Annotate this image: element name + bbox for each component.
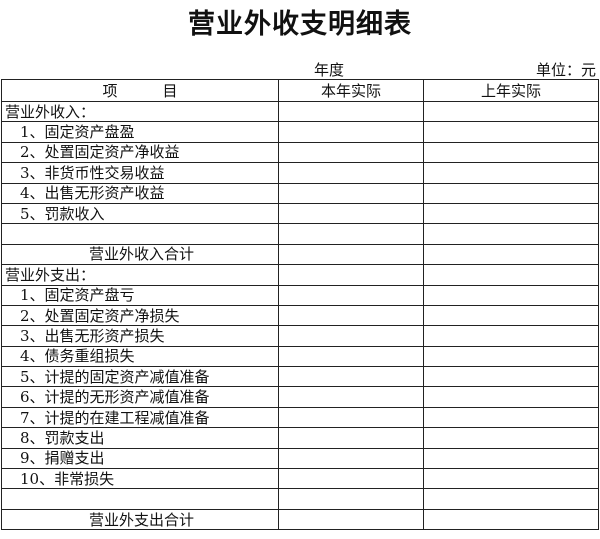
row-label bbox=[1, 488, 279, 510]
table-row: 营业外收入合计 bbox=[1, 243, 599, 266]
page-title: 营业外收支明细表 bbox=[188, 9, 412, 40]
year-label: 年度 bbox=[314, 61, 345, 79]
row-label: 营业外支出合计 bbox=[1, 508, 279, 531]
current-year-cell[interactable] bbox=[278, 141, 424, 164]
header-item: 项 目 bbox=[1, 79, 279, 102]
header-previous-year: 上年实际 bbox=[423, 79, 599, 102]
row-label: 1、固定资产盘亏 bbox=[1, 284, 279, 306]
row-label: 2、处置固定资产净收益 bbox=[1, 141, 279, 164]
row-label: 4、债务重组损失 bbox=[1, 345, 279, 368]
current-year-cell[interactable] bbox=[278, 121, 424, 143]
table-row: 3、出售无形资产损失 bbox=[1, 325, 599, 347]
current-year-cell[interactable] bbox=[278, 468, 424, 490]
row-label: 5、计提的固定资产减值准备 bbox=[1, 366, 279, 388]
table-row: 10、非常损失 bbox=[1, 468, 599, 490]
table-row: 营业外收入： bbox=[1, 100, 599, 123]
header-current-year: 本年实际 bbox=[278, 79, 424, 102]
current-year-cell[interactable] bbox=[278, 427, 424, 449]
row-label: 3、非货币性交易收益 bbox=[1, 162, 279, 184]
header-row: 项 目 本年实际 上年实际 bbox=[1, 79, 599, 102]
current-year-cell[interactable] bbox=[278, 325, 424, 347]
table-row: 2、处置固定资产净收益 bbox=[1, 141, 599, 164]
previous-year-cell[interactable] bbox=[423, 325, 599, 347]
previous-year-cell[interactable] bbox=[423, 468, 599, 490]
table-row: 营业外支出合计 bbox=[1, 508, 599, 531]
current-year-cell[interactable] bbox=[278, 406, 424, 429]
current-year-cell[interactable] bbox=[278, 202, 424, 225]
unit-label: 单位：元 bbox=[535, 61, 596, 79]
row-label: 4、出售无形资产收益 bbox=[1, 182, 279, 204]
table-row: 5、罚款收入 bbox=[1, 202, 599, 225]
previous-year-cell[interactable] bbox=[423, 121, 599, 143]
current-year-cell[interactable] bbox=[278, 162, 424, 184]
row-label: 7、计提的在建工程减值准备 bbox=[1, 406, 279, 429]
row-label: 营业外收入： bbox=[1, 100, 279, 123]
table-row: 9、捐赠支出 bbox=[1, 447, 599, 470]
table-row: 5、计提的固定资产减值准备 bbox=[1, 366, 599, 388]
previous-year-cell[interactable] bbox=[423, 345, 599, 368]
row-label: 10、非常损失 bbox=[1, 468, 279, 490]
current-year-cell[interactable] bbox=[278, 508, 424, 531]
detail-table: 项 目 本年实际 上年实际 营业外收入： 1、固定资产盘盈 2、处置固定资产净收益 3… bbox=[1, 79, 599, 531]
previous-year-cell[interactable] bbox=[423, 304, 599, 327]
current-year-cell[interactable] bbox=[278, 243, 424, 266]
row-label: 3、出售无形资产损失 bbox=[1, 325, 279, 347]
current-year-cell[interactable] bbox=[278, 284, 424, 306]
current-year-cell[interactable] bbox=[278, 264, 424, 286]
previous-year-cell[interactable] bbox=[423, 141, 599, 164]
row-label: 6、计提的无形资产减值准备 bbox=[1, 386, 279, 408]
row-label: 9、捐赠支出 bbox=[1, 447, 279, 470]
row-label: 营业外收入合计 bbox=[1, 243, 279, 266]
previous-year-cell[interactable] bbox=[423, 508, 599, 531]
row-label: 2、处置固定资产净损失 bbox=[1, 304, 279, 327]
row-label: 营业外支出： bbox=[1, 264, 279, 286]
row-label bbox=[1, 223, 279, 245]
table-row: 1、固定资产盘盈 bbox=[1, 121, 599, 143]
table-row: 营业外支出： bbox=[1, 264, 599, 286]
current-year-cell[interactable] bbox=[278, 386, 424, 408]
previous-year-cell[interactable] bbox=[423, 386, 599, 408]
table-row: 1、固定资产盘亏 bbox=[1, 284, 599, 306]
table-row bbox=[1, 488, 599, 510]
table-row: 2、处置固定资产净损失 bbox=[1, 304, 599, 327]
current-year-cell[interactable] bbox=[278, 447, 424, 470]
previous-year-cell[interactable] bbox=[423, 488, 599, 510]
current-year-cell[interactable] bbox=[278, 304, 424, 327]
previous-year-cell[interactable] bbox=[423, 366, 599, 388]
table-row: 6、计提的无形资产减值准备 bbox=[1, 386, 599, 408]
current-year-cell[interactable] bbox=[278, 182, 424, 204]
previous-year-cell[interactable] bbox=[423, 264, 599, 286]
table-row: 4、债务重组损失 bbox=[1, 345, 599, 368]
row-label: 1、固定资产盘盈 bbox=[1, 121, 279, 143]
current-year-cell[interactable] bbox=[278, 488, 424, 510]
previous-year-cell[interactable] bbox=[423, 162, 599, 184]
previous-year-cell[interactable] bbox=[423, 243, 599, 266]
previous-year-cell[interactable] bbox=[423, 427, 599, 449]
table-row: 3、非货币性交易收益 bbox=[1, 162, 599, 184]
current-year-cell[interactable] bbox=[278, 100, 424, 123]
previous-year-cell[interactable] bbox=[423, 100, 599, 123]
row-label: 5、罚款收入 bbox=[1, 202, 279, 225]
current-year-cell[interactable] bbox=[278, 223, 424, 245]
previous-year-cell[interactable] bbox=[423, 223, 599, 245]
table-row: 4、出售无形资产收益 bbox=[1, 182, 599, 204]
previous-year-cell[interactable] bbox=[423, 406, 599, 429]
table-row bbox=[1, 223, 599, 245]
previous-year-cell[interactable] bbox=[423, 202, 599, 225]
previous-year-cell[interactable] bbox=[423, 447, 599, 470]
previous-year-cell[interactable] bbox=[423, 284, 599, 306]
current-year-cell[interactable] bbox=[278, 345, 424, 368]
row-label: 8、罚款支出 bbox=[1, 427, 279, 449]
table-row: 8、罚款支出 bbox=[1, 427, 599, 449]
table-row: 7、计提的在建工程减值准备 bbox=[1, 406, 599, 429]
previous-year-cell[interactable] bbox=[423, 182, 599, 204]
current-year-cell[interactable] bbox=[278, 366, 424, 388]
